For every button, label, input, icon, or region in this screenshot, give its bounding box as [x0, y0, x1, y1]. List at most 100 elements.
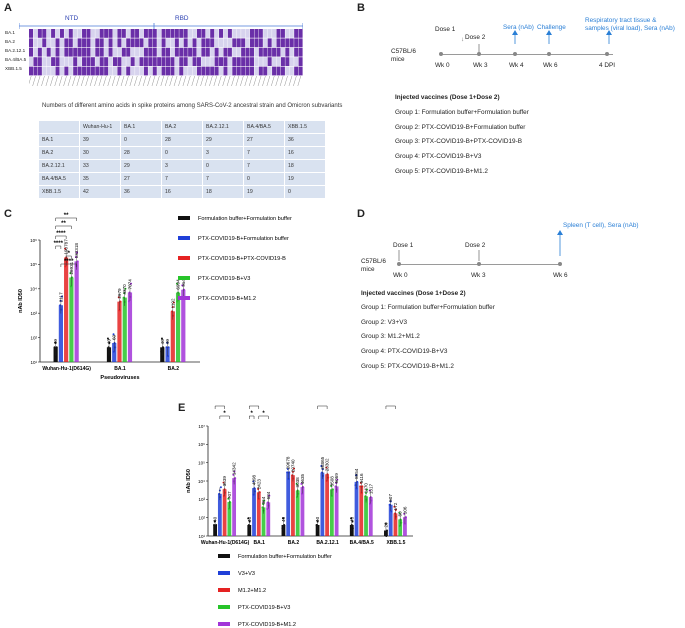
heatmap-cell	[135, 47, 140, 57]
heatmap-cell	[272, 47, 277, 57]
bar	[175, 292, 181, 362]
heatmap-cell	[254, 57, 259, 66]
heatmap-cell	[179, 29, 184, 38]
heatmap-cell	[99, 66, 104, 76]
data-point	[266, 501, 269, 504]
heatmap-cell	[219, 47, 224, 57]
sera-label: Sera (nAb)	[503, 24, 534, 31]
spleen-label: Spleen (T cell), Sera (nAb)	[563, 222, 639, 229]
group-label: Group 2: V3+V3	[361, 319, 408, 326]
heatmap-cell	[280, 29, 285, 38]
heatmap-cell	[121, 29, 126, 38]
heatmap-cell	[219, 66, 224, 76]
position-tick	[98, 76, 103, 87]
heatmap-cell	[289, 29, 294, 38]
heatmap-cell	[29, 66, 34, 76]
heatmap-cell	[245, 57, 250, 66]
heatmap-cell	[99, 47, 104, 57]
data-point	[366, 488, 369, 491]
significance-label: ****	[54, 241, 64, 247]
heatmap-cell	[241, 57, 246, 66]
table-header-cell: BA.2	[161, 120, 203, 134]
heatmap-cell	[188, 57, 193, 66]
table-cell: 3	[161, 159, 203, 173]
heatmap-cell	[298, 29, 303, 38]
heatmap-cell	[289, 57, 294, 66]
heatmap-cell	[82, 29, 87, 38]
table-row: BA.2 30 28 0 3 7 16	[38, 146, 326, 160]
heatmap-cell	[276, 29, 281, 38]
heatmap-cell	[210, 47, 215, 57]
heatmap-cell	[263, 47, 268, 57]
position-tick	[72, 76, 76, 87]
heatmap-cell	[73, 38, 78, 48]
significance-label: *	[253, 404, 256, 407]
position-tick	[253, 76, 257, 87]
heatmap-cell	[68, 38, 73, 48]
seq-row-label: XBB.1.5	[5, 66, 22, 71]
heatmap-cell	[232, 47, 237, 57]
data-point	[129, 295, 132, 298]
position-tick	[151, 76, 156, 87]
seq-row-label: BA.1	[5, 30, 15, 35]
heatmap-cell	[130, 38, 135, 48]
significance-bracket	[55, 235, 67, 239]
heatmap-cell	[245, 66, 250, 76]
position-tick	[213, 76, 218, 87]
data-point	[370, 499, 373, 502]
data-point	[247, 517, 250, 520]
heatmap-cell	[223, 38, 228, 48]
heatmap-cell	[179, 38, 184, 48]
position-tick	[173, 76, 178, 87]
week-label: Wk 4	[509, 62, 524, 69]
data-label: 40	[106, 339, 111, 345]
significance-bracket	[249, 405, 260, 409]
data-point	[64, 247, 67, 250]
significance-bracket	[65, 255, 72, 259]
position-tick	[284, 76, 288, 87]
heatmap-cell	[170, 38, 175, 48]
heatmap-cell	[183, 38, 188, 48]
heatmap-cell	[108, 47, 113, 57]
data-point	[257, 497, 260, 500]
data-point	[282, 530, 285, 533]
data-point	[181, 284, 184, 287]
heatmap-cell	[227, 29, 232, 38]
data-point	[315, 523, 318, 526]
heatmap-cell	[51, 29, 56, 38]
data-label: 4370	[122, 284, 127, 295]
position-tick	[94, 76, 98, 87]
position-tick	[134, 76, 138, 87]
heatmap-cell	[148, 29, 153, 38]
heatmap-cell	[272, 57, 277, 66]
heatmap-cell	[214, 57, 219, 66]
heatmap-cell	[179, 47, 184, 57]
data-point	[54, 355, 57, 358]
heatmap-cell	[170, 57, 175, 66]
heatmap-cell	[267, 57, 272, 66]
significance-label: ****	[56, 231, 66, 237]
data-point	[106, 337, 109, 340]
panel-label-a: A	[4, 2, 12, 14]
y-tick-label: 10⁷	[198, 424, 205, 429]
resp-label-1: Respiratory tract tissue &	[585, 17, 657, 24]
heatmap-cell	[294, 57, 299, 66]
heatmap-cell	[157, 38, 162, 48]
position-tick	[156, 76, 160, 87]
legend-swatch	[218, 588, 230, 592]
data-point	[385, 535, 388, 537]
data-point	[394, 512, 397, 515]
data-point	[108, 350, 111, 353]
heatmap-cell	[59, 38, 64, 48]
data-point	[160, 350, 163, 353]
seq-row-label: BA.4/BA.5	[5, 57, 27, 62]
heatmap-cell	[192, 57, 197, 66]
data-point	[176, 282, 179, 285]
heatmap-cell	[33, 66, 38, 76]
data-point	[320, 464, 323, 467]
data-point	[247, 523, 250, 526]
legend-label: PTX-COVID19-B+V3	[198, 276, 250, 282]
study-design-d: Dose 1 Dose 2 Spleen (T cell), Sera (nAb…	[357, 220, 685, 390]
category-label: XBB.1.5	[386, 540, 405, 546]
heatmap-cell	[272, 29, 277, 38]
